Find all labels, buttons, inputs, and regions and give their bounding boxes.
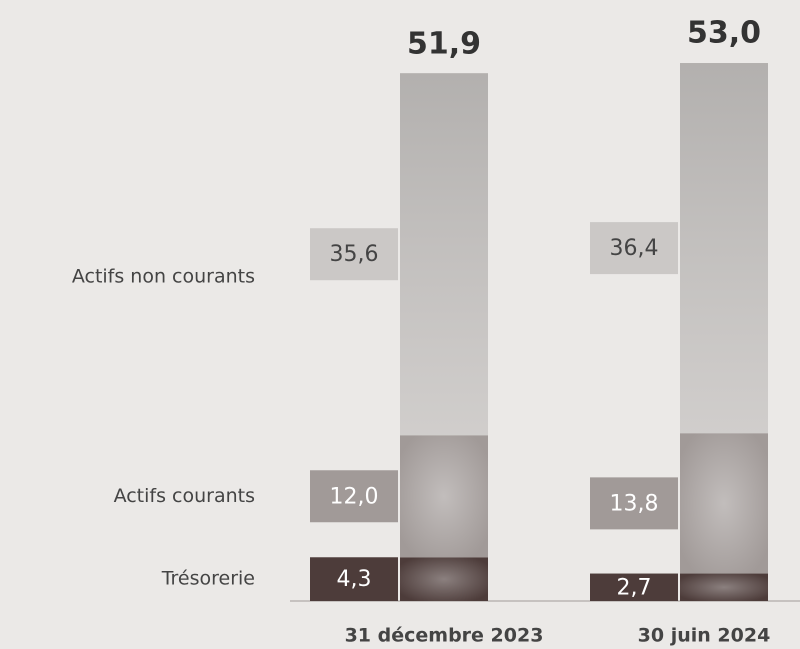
- value-label: 4,3: [337, 567, 372, 592]
- total-label: 53,0: [687, 16, 761, 51]
- value-label: 35,6: [330, 242, 379, 267]
- bar-shade: [680, 433, 768, 573]
- bar-shade: [400, 435, 488, 557]
- bar-shade: [680, 63, 768, 433]
- bar-shade: [400, 557, 488, 601]
- chart: 4,3 Trésorerie 12,0 Actifs courants 35,6 Acti…: [0, 0, 800, 649]
- legend-label: Actifs non courants: [72, 266, 255, 288]
- x-tick-label: 31 décembre 2023: [345, 625, 544, 647]
- total-label: 51,9: [407, 27, 481, 62]
- value-label: 13,8: [610, 491, 659, 516]
- bar-shade: [680, 574, 768, 601]
- legend-label: Actifs courants: [114, 485, 255, 507]
- value-label: 2,7: [617, 575, 652, 600]
- legend-label: Trésorerie: [161, 568, 255, 590]
- value-label: 12,0: [330, 484, 379, 509]
- x-tick-label: 30 juin 2024: [638, 625, 771, 647]
- value-label: 36,4: [610, 236, 659, 261]
- bar-shade: [400, 73, 488, 435]
